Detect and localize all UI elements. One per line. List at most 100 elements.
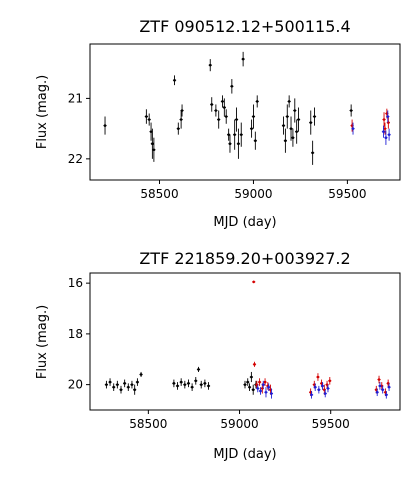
plot-area: 58500 59000 59500 21 22 — [68, 43, 401, 201]
data-point — [250, 127, 253, 130]
data-point — [224, 115, 228, 118]
x-tick-label: 58500 — [140, 187, 178, 201]
data-point — [112, 385, 116, 389]
data-point — [313, 115, 316, 118]
y-axis-label: Flux (mag.) — [35, 305, 50, 379]
data-point — [381, 388, 384, 392]
data-point — [378, 384, 382, 388]
data-point — [382, 118, 386, 121]
data-point — [147, 118, 151, 121]
data-point — [261, 383, 265, 386]
data-point — [145, 115, 148, 118]
data-point — [126, 385, 130, 389]
data-point — [253, 363, 256, 366]
data-point — [287, 100, 291, 103]
data-point — [136, 380, 139, 384]
data-point — [235, 118, 238, 121]
data-point — [293, 109, 297, 112]
data-point — [328, 379, 332, 383]
x-axis-label: MJD (day) — [213, 447, 276, 462]
y-axis-label: Flux (mag.) — [35, 75, 50, 149]
data-point — [152, 148, 156, 152]
data-point — [297, 118, 300, 121]
data-point — [214, 109, 218, 112]
data-point — [123, 382, 126, 385]
y-tick-label: 16 — [68, 276, 83, 290]
data-point — [239, 133, 243, 136]
data-point — [223, 106, 226, 109]
data-point — [108, 380, 112, 384]
chart-title: ZTF 090512.12+500115.4 — [139, 17, 350, 36]
data-point — [187, 382, 190, 385]
data-point — [387, 385, 391, 389]
data-point — [326, 387, 330, 390]
plot-frame — [89, 272, 401, 411]
y-tick-label: 18 — [68, 327, 83, 341]
data-point — [228, 142, 232, 146]
data-point — [259, 389, 262, 393]
data-point — [321, 384, 324, 388]
data-point — [190, 385, 194, 389]
x-tick-label: 59000 — [234, 187, 272, 201]
data-point — [139, 373, 143, 376]
data-point — [207, 384, 210, 388]
data-point — [252, 115, 255, 118]
data-point — [264, 390, 268, 394]
data-point — [349, 109, 353, 112]
data-point — [251, 388, 255, 392]
data-point — [248, 385, 251, 389]
x-tick-label: 59500 — [312, 417, 350, 431]
data-point — [149, 130, 153, 133]
data-point — [119, 388, 123, 392]
data-point — [383, 127, 387, 130]
plot-area: 58500 59000 59500 16 18 20 — [68, 272, 401, 431]
data-point — [250, 375, 253, 379]
data-point — [176, 384, 179, 388]
data-point — [177, 127, 180, 130]
data-point — [258, 380, 261, 384]
data-point — [295, 130, 298, 133]
data-point — [237, 142, 240, 146]
x-axis-label: MJD (day) — [213, 215, 276, 230]
data-point — [351, 127, 355, 130]
data-point — [173, 78, 176, 82]
data-point — [172, 382, 176, 385]
data-point — [375, 390, 379, 394]
data-point — [183, 383, 187, 386]
data-point — [130, 383, 134, 386]
data-point — [291, 136, 295, 139]
y-tick-label: 22 — [68, 152, 83, 166]
data-point — [179, 118, 183, 121]
data-point — [386, 115, 390, 118]
data-point — [199, 383, 203, 386]
data-point — [133, 388, 136, 392]
plot-frame — [89, 43, 401, 181]
light-curve-panel-bottom: ZTF 221859.20+003927.2 58500 59000 59500 16… — [35, 249, 401, 462]
data-point — [256, 387, 260, 390]
data-point — [309, 121, 313, 124]
data-point — [197, 368, 200, 371]
data-point — [194, 379, 198, 383]
data-point — [217, 118, 220, 121]
data-point — [241, 57, 245, 61]
light-curve-panel-top: ZTF 090512.12+500115.4 58500 59000 59500 21… — [35, 17, 401, 230]
data-point — [384, 136, 388, 139]
data-point — [151, 142, 154, 146]
data-point — [179, 380, 183, 384]
data-point — [243, 383, 247, 386]
data-point — [246, 380, 250, 384]
data-point — [289, 127, 293, 130]
data-point — [255, 100, 259, 103]
data-point — [254, 139, 257, 143]
data-point — [382, 130, 385, 133]
x-tick-label: 59000 — [220, 417, 258, 431]
data-point — [284, 139, 287, 143]
data-point — [311, 151, 314, 155]
data-point — [105, 383, 108, 386]
data-point — [282, 124, 285, 127]
data-point — [377, 378, 381, 381]
data-point — [385, 393, 388, 397]
data-point — [208, 63, 212, 67]
data-point — [267, 385, 271, 389]
